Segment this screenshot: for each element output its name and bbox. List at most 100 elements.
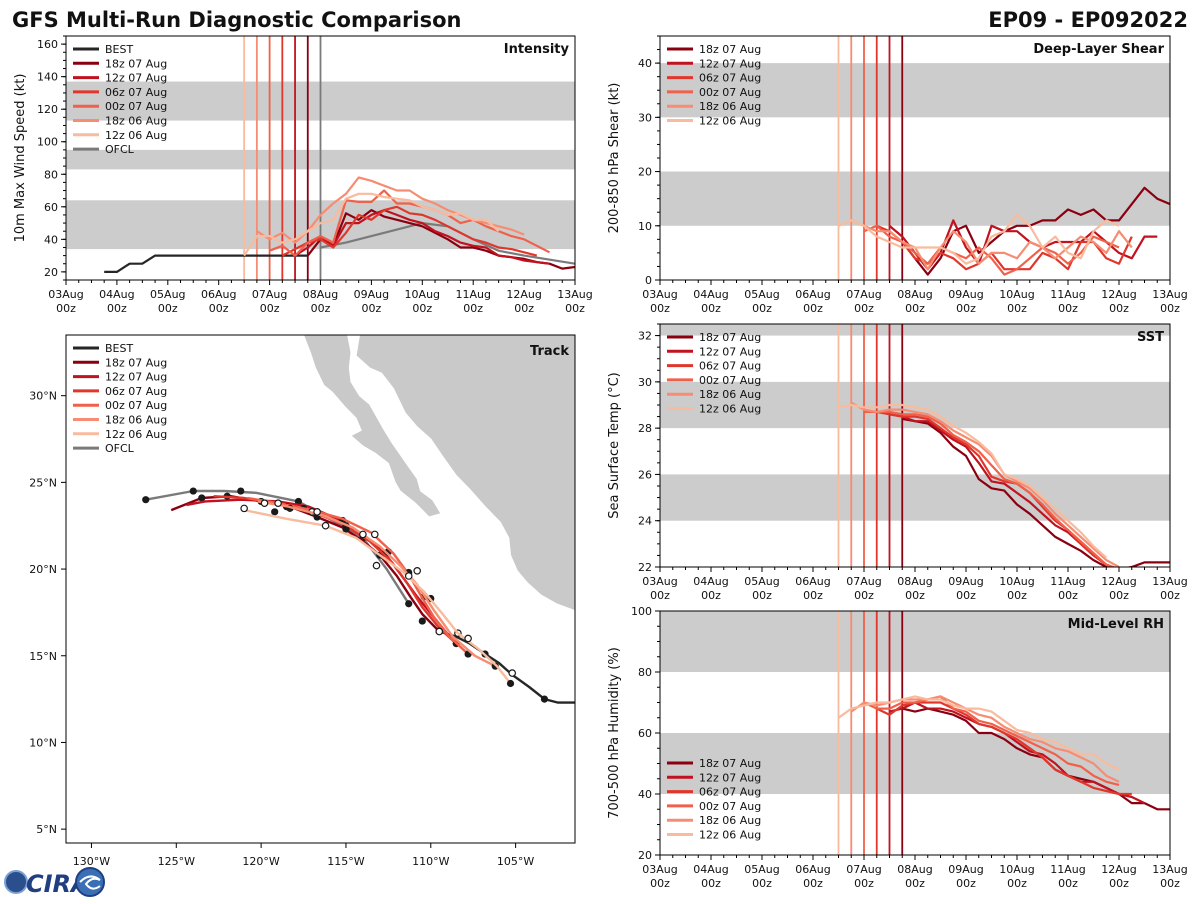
x-tick-label: 04Aug (693, 575, 728, 588)
y-tick-label: 32 (638, 330, 652, 343)
legend-label: 12z 06 Aug (105, 428, 167, 441)
legend-label: 18z 07 Aug (105, 57, 167, 70)
y-axis-label: 700-500 hPa Humidity (%) (607, 647, 622, 819)
series-line-12z-07-Aug (888, 219, 1158, 271)
y-axis-label: 10m Max Wind Speed (kt) (13, 74, 28, 243)
x-tick-sublabel: 00z (854, 589, 874, 602)
x-tick-label: 13Aug (1152, 288, 1187, 301)
x-tick-label: 09Aug (948, 288, 983, 301)
x-tick-label: 05Aug (744, 575, 779, 588)
x-tick-label: 125°W (158, 855, 195, 868)
x-tick-label: 11Aug (1050, 575, 1085, 588)
x-tick-label: 05Aug (150, 288, 185, 301)
x-tick-sublabel: 00z (854, 302, 874, 315)
legend-label: 06z 07 Aug (105, 86, 167, 99)
y-tick-label: 5°N (36, 823, 57, 836)
x-tick-sublabel: 00z (1109, 302, 1129, 315)
x-tick-sublabel: 00z (905, 877, 925, 890)
legend-label: 06z 07 Aug (699, 786, 761, 799)
x-tick-sublabel: 00z (701, 302, 721, 315)
y-tick-label: 20 (638, 166, 652, 179)
storm-id: EP09 - EP092022 (988, 8, 1188, 32)
x-tick-sublabel: 00z (650, 589, 670, 602)
y-tick-label: 26 (638, 468, 652, 481)
track-point-hollow (359, 530, 367, 539)
track-point-hollow (260, 499, 269, 507)
x-tick-sublabel: 00z (803, 589, 823, 602)
track-point-hollow (370, 530, 379, 539)
y-tick-label: 80 (44, 168, 58, 181)
x-tick-label: 04Aug (99, 288, 134, 301)
y-axis-label: 200-850 hPa Shear (kt) (607, 83, 622, 234)
track-point-hollow (508, 669, 517, 677)
intensity-panel: 03Aug00z04Aug00z05Aug00z06Aug00z07Aug00z… (13, 35, 593, 315)
x-tick-label: 04Aug (693, 863, 728, 876)
x-tick-sublabel: 00z (956, 589, 976, 602)
x-tick-sublabel: 00z (1007, 302, 1027, 315)
x-tick-sublabel: 00z (311, 302, 331, 315)
track-point-hollow (435, 627, 444, 636)
x-tick-label: 11Aug (1050, 863, 1085, 876)
track-point (418, 617, 426, 625)
x-tick-label: 03Aug (642, 575, 677, 588)
panel-title: SST (1137, 330, 1164, 345)
series-line-00z-07-Aug (864, 410, 1116, 567)
x-tick-label: 08Aug (897, 575, 932, 588)
y-tick-label: 20 (44, 266, 58, 279)
series-line-00z-07-Aug (269, 189, 551, 257)
x-tick-label: 03Aug (48, 288, 83, 301)
legend-label: 18z 06 Aug (105, 115, 167, 128)
series-line-12z-06-Aug (838, 403, 1108, 559)
y-tick-label: 22 (638, 561, 652, 574)
series-line-06z-07-Aug (876, 410, 1116, 567)
x-tick-label: 110°W (412, 855, 449, 868)
x-tick-sublabel: 00z (565, 302, 585, 315)
series-line-18z-06-Aug (256, 176, 525, 244)
threshold-band (660, 171, 1170, 226)
track-point-hollow (372, 561, 381, 570)
y-tick-label: 24 (638, 515, 652, 528)
series-line-06z-07-Aug (281, 205, 538, 257)
x-tick-sublabel: 00z (209, 302, 229, 315)
track-point (142, 496, 150, 504)
track-line-12z-06-Aug (243, 508, 512, 685)
legend-label: 06z 07 Aug (699, 72, 761, 85)
panel-title: Track (530, 344, 569, 359)
y-tick-label: 40 (638, 57, 652, 70)
y-tick-label: 100 (37, 136, 58, 149)
x-tick-sublabel: 00z (514, 302, 534, 315)
series-line-BEST (104, 254, 308, 273)
x-tick-sublabel: 00z (956, 302, 976, 315)
x-tick-label: 10Aug (999, 288, 1034, 301)
x-tick-label: 03Aug (642, 863, 677, 876)
threshold-band (660, 611, 1170, 672)
track-point (294, 497, 303, 506)
series-group (838, 186, 1170, 276)
y-tick-label: 60 (44, 201, 58, 214)
x-tick-sublabel: 00z (362, 302, 382, 315)
legend-label: 12z 06 Aug (105, 129, 167, 142)
series-line-12z-06-Aug (838, 213, 1120, 265)
y-tick-label: 30°N (29, 390, 57, 403)
legend-label: 18z 07 Aug (699, 43, 761, 56)
x-tick-label: 12Aug (1101, 863, 1136, 876)
track-line-18z-06-Aug (257, 500, 496, 668)
x-tick-sublabel: 00z (905, 589, 925, 602)
legend-label: 00z 07 Aug (699, 374, 761, 387)
track-point-hollow (404, 572, 413, 580)
legend-label: 12z 06 Aug (699, 829, 761, 842)
y-tick-label: 30 (638, 376, 652, 389)
x-tick-sublabel: 00z (1109, 589, 1129, 602)
series-group (837, 695, 1170, 811)
legend-label: 06z 07 Aug (105, 385, 167, 398)
x-tick-label: 120°W (242, 855, 279, 868)
x-tick-sublabel: 00z (854, 877, 874, 890)
legend-label: OFCL (105, 442, 135, 455)
panel-title: Deep-Layer Shear (1033, 42, 1164, 57)
track-point-hollow (240, 504, 248, 513)
x-tick-sublabel: 00z (701, 589, 721, 602)
legend-label: 12z 06 Aug (699, 115, 761, 128)
x-tick-label: 130°W (73, 855, 110, 868)
x-tick-sublabel: 00z (463, 302, 483, 315)
